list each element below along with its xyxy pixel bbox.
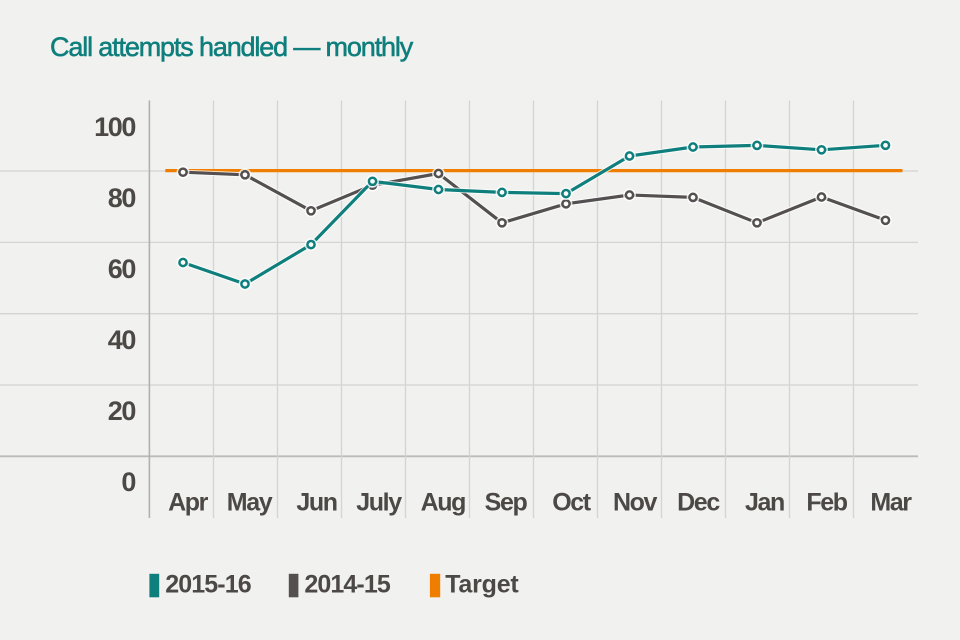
svg-text:Sep: Sep bbox=[485, 488, 528, 516]
svg-text:Oct: Oct bbox=[552, 488, 592, 516]
svg-text:Target: Target bbox=[445, 570, 519, 598]
svg-text:Jun: Jun bbox=[296, 488, 336, 516]
svg-text:Apr: Apr bbox=[168, 488, 209, 516]
svg-text:100: 100 bbox=[94, 112, 135, 142]
svg-text:Mar: Mar bbox=[870, 488, 912, 516]
svg-text:July: July bbox=[356, 488, 402, 516]
svg-text:May: May bbox=[227, 488, 273, 516]
svg-text:Nov: Nov bbox=[613, 488, 658, 516]
svg-text:Dec: Dec bbox=[677, 488, 720, 516]
svg-text:Call attempts handled — monthl: Call attempts handled — monthly bbox=[50, 32, 414, 62]
svg-text:Feb: Feb bbox=[806, 488, 847, 516]
svg-text:2014-15: 2014-15 bbox=[304, 570, 390, 598]
svg-text:40: 40 bbox=[108, 325, 136, 355]
svg-text:Jan: Jan bbox=[745, 488, 784, 516]
svg-text:Aug: Aug bbox=[421, 488, 466, 516]
svg-text:0: 0 bbox=[121, 467, 135, 497]
svg-text:80: 80 bbox=[108, 183, 136, 213]
svg-text:20: 20 bbox=[108, 396, 136, 426]
svg-text:2015-16: 2015-16 bbox=[165, 570, 250, 598]
svg-text:60: 60 bbox=[108, 254, 136, 284]
